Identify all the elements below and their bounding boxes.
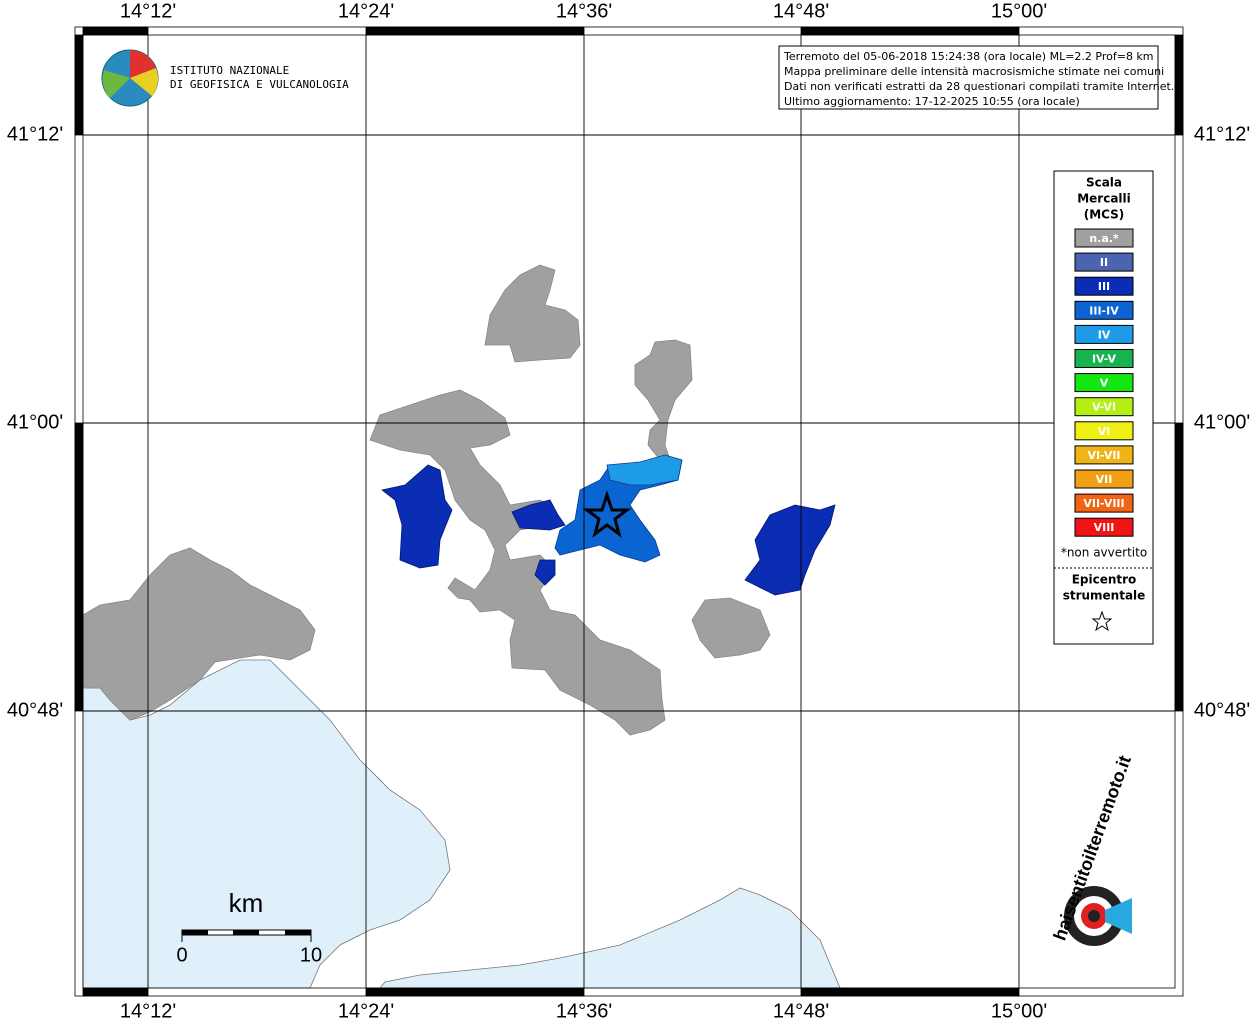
- scale-segment: [233, 930, 259, 935]
- logo-text: DI GEOFISICA E VULCANOLOGIA: [170, 78, 349, 91]
- area: [381, 464, 453, 569]
- legend-swatch: [1074, 349, 1134, 368]
- legend-swatch: [1074, 445, 1134, 465]
- logo-ring: [1088, 910, 1100, 922]
- area: [691, 597, 771, 659]
- lat-label: 41°12': [7, 123, 63, 145]
- legend-label: V-VI: [1092, 401, 1116, 414]
- legend-epicenter: strumentale: [1063, 589, 1146, 603]
- info-line: Ultimo aggiornamento: 17-12-2025 10:55 (…: [784, 95, 1080, 108]
- info-border: [778, 45, 1159, 110]
- logo-segment: [102, 70, 130, 98]
- logo-segment: [130, 68, 159, 96]
- epicenter-star: [582, 490, 632, 538]
- frame-segment: [365, 26, 585, 36]
- legend-title: Mercalli: [1077, 192, 1131, 206]
- lat-label: 40°48': [7, 699, 63, 721]
- legend-swatch: [1074, 276, 1134, 296]
- scale-label: 0: [176, 944, 187, 966]
- legend-title: (MCS): [1084, 208, 1125, 222]
- legend-label: VII-VIII: [1083, 497, 1124, 510]
- lon-label: 14°48': [773, 0, 829, 22]
- legend: Scala Mercalli (MCS) *non avvertito Epic…: [1053, 170, 1154, 645]
- legend-swatch: [1074, 252, 1134, 272]
- graticule: [83, 35, 1175, 988]
- lon-label: 14°12': [120, 1000, 176, 1022]
- legend-swatch: [1074, 300, 1134, 320]
- scale-label: 10: [300, 944, 322, 966]
- legend-label: IV: [1098, 328, 1111, 341]
- area: [744, 504, 836, 596]
- lat-label: 41°00': [1194, 411, 1250, 433]
- frame-segment: [74, 34, 84, 136]
- legend-label: II: [1100, 256, 1108, 269]
- lon-label: 14°12': [120, 0, 176, 22]
- ingv-logo: ISTITUTO NAZIONALE DI GEOFISICA E VULCAN…: [101, 49, 349, 107]
- lat-label: 41°12': [1194, 123, 1250, 145]
- legend-swatch: [1074, 493, 1134, 513]
- lon-label: 14°48': [773, 1000, 829, 1022]
- logo-text: ISTITUTO NAZIONALE: [170, 64, 289, 77]
- legend-swatch: [1074, 228, 1134, 248]
- area: [484, 264, 581, 363]
- lon-label: 14°24': [338, 0, 394, 22]
- frame-segment: [800, 26, 1020, 36]
- area: [82, 547, 316, 721]
- scale-segment: [285, 930, 311, 935]
- logo-segment: [130, 50, 156, 78]
- info-line: Terremoto del 05-06-2018 15:24:38 (ora l…: [783, 50, 1154, 63]
- legend-label: IV-V: [1092, 353, 1117, 366]
- legend-swatch: [1074, 397, 1134, 417]
- sea: [82, 659, 451, 989]
- area: [534, 559, 556, 586]
- legend-star: [1091, 610, 1113, 632]
- legend-swatch: [1074, 373, 1134, 393]
- scale-segment: [182, 930, 208, 935]
- frame-segment: [82, 26, 149, 36]
- legend-epicenter: Epicentro: [1072, 573, 1137, 587]
- info-line: Dati non verificati estratti da 28 quest…: [784, 80, 1174, 93]
- lon-label: 14°36': [556, 1000, 612, 1022]
- info-line: Mappa preliminare delle intensità macros…: [784, 65, 1164, 78]
- lat-label: 40°48': [1194, 699, 1250, 721]
- legend-label: III-IV: [1089, 304, 1119, 317]
- lon-label: 15°00': [991, 1000, 1047, 1022]
- legend-label: V: [1100, 377, 1109, 390]
- legend-swatch: [1074, 517, 1134, 537]
- sea: [379, 887, 841, 989]
- legend-title: Scala: [1086, 176, 1122, 190]
- frame-segment: [1174, 422, 1184, 712]
- area: [606, 454, 683, 486]
- frame-segment: [365, 987, 585, 997]
- frame: [74, 26, 1184, 997]
- area: [369, 389, 666, 736]
- lat-label: 41°00': [7, 411, 63, 433]
- frame-segment: [800, 987, 1020, 997]
- legend-footnote: *non avvertito: [1061, 546, 1147, 560]
- legend-label: VIII: [1094, 521, 1115, 534]
- frame-segment: [74, 422, 84, 712]
- coordinates: 14°12' 14°24' 14°36' 14°48' 15°00' 14°12…: [7, 0, 1250, 1022]
- frame-segment: [82, 987, 149, 997]
- scale-bar: km 0 10: [176, 888, 322, 966]
- lon-label: 14°36': [556, 0, 612, 22]
- info-box: Terremoto del 05-06-2018 15:24:38 (ora l…: [778, 45, 1174, 110]
- logo-beam: [1105, 898, 1132, 934]
- legend-swatch: [1074, 469, 1134, 489]
- lon-label: 14°24': [338, 1000, 394, 1022]
- legend-label: VI: [1098, 425, 1111, 438]
- legend-label: III: [1098, 280, 1110, 293]
- legend-label: n.a.*: [1089, 232, 1119, 245]
- lon-label: 15°00': [991, 0, 1047, 22]
- legend-swatch: [1074, 421, 1134, 441]
- frame-segment: [1174, 34, 1184, 136]
- scale-unit: km: [229, 888, 264, 918]
- legend-label: VI-VII: [1087, 449, 1120, 462]
- legend-label: VII: [1096, 473, 1113, 486]
- area: [634, 339, 693, 461]
- area: [511, 499, 566, 531]
- legend-swatch: [1074, 324, 1134, 344]
